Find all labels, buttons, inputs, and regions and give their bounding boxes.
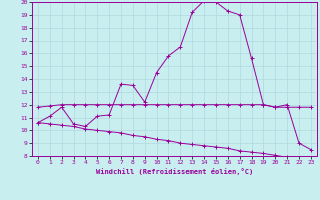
- X-axis label: Windchill (Refroidissement éolien,°C): Windchill (Refroidissement éolien,°C): [96, 168, 253, 175]
